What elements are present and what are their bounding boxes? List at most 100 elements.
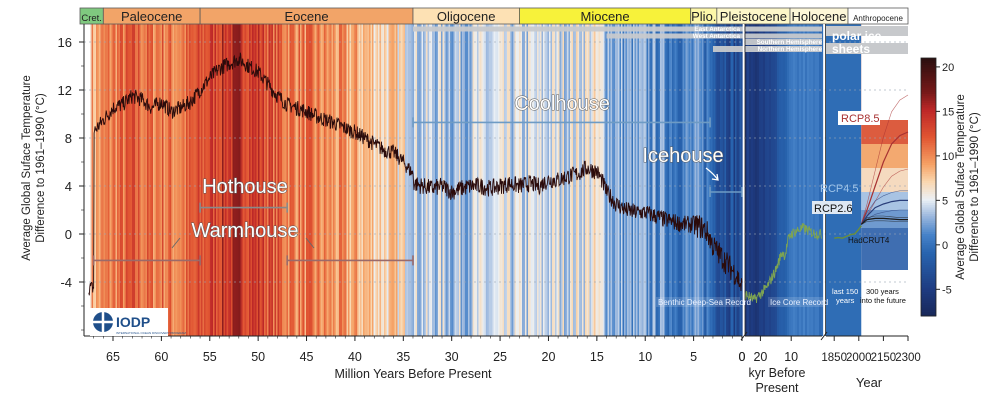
stripe — [657, 24, 659, 336]
stripe — [390, 24, 392, 336]
stripe — [154, 24, 157, 336]
stripe — [295, 24, 298, 336]
stripe — [294, 24, 296, 336]
colorbar-segment — [921, 269, 936, 272]
stripe — [606, 24, 608, 336]
benthic-record-label: Benthic Deep-Sea Record — [658, 298, 751, 307]
colorbar-segment — [921, 244, 936, 248]
colorbar-segment — [921, 160, 936, 163]
colorbar-segment — [921, 169, 936, 172]
stripe — [591, 24, 593, 336]
stripe — [540, 24, 542, 336]
stripe — [636, 24, 638, 336]
stripe — [334, 24, 337, 336]
stripe — [773, 24, 776, 336]
colorbar-segment — [921, 58, 936, 61]
stripe — [498, 24, 500, 336]
stripe — [312, 24, 314, 336]
colorbar-segment — [921, 115, 936, 119]
stripe — [592, 24, 595, 336]
stripe — [384, 24, 386, 336]
stripe — [501, 24, 503, 336]
stripe — [577, 24, 580, 336]
stripe — [495, 24, 497, 336]
stripe — [99, 24, 101, 336]
projection-band — [861, 228, 908, 270]
stripe — [277, 24, 280, 336]
stripe — [681, 24, 683, 336]
stripe — [538, 24, 541, 336]
stripe — [676, 24, 679, 336]
colorbar-segment — [921, 93, 936, 97]
stripe — [400, 24, 403, 336]
colorbar-segment — [921, 293, 936, 297]
stripe — [749, 24, 752, 336]
stripe — [466, 24, 469, 336]
colorbar-segment — [921, 109, 936, 112]
colorbar-segment — [921, 195, 936, 199]
stripe — [385, 24, 388, 336]
last-150-label: years — [836, 296, 855, 305]
stripe — [148, 24, 151, 336]
stripe — [751, 24, 754, 336]
stripe — [276, 24, 278, 336]
colorbar-segment — [921, 126, 936, 130]
colorbar-segment — [921, 175, 936, 179]
colorbar-segment — [921, 80, 936, 83]
stripe — [247, 24, 250, 336]
stripe — [789, 24, 792, 336]
colorbar-segment — [921, 202, 936, 206]
stripe — [259, 24, 262, 336]
stripe — [223, 24, 226, 336]
stripe — [706, 24, 709, 336]
stripe — [609, 24, 611, 336]
stripe — [141, 24, 143, 336]
stripe — [405, 24, 407, 336]
stripe — [306, 24, 308, 336]
stripe — [595, 24, 598, 336]
stripe — [775, 24, 778, 336]
stripe — [436, 24, 439, 336]
x-tick-label: 10 — [638, 350, 652, 364]
colorbar-segment — [921, 240, 936, 244]
stripe — [160, 24, 163, 336]
colorbar-segment — [921, 118, 936, 121]
stripe — [112, 24, 115, 336]
stripe — [157, 24, 160, 336]
stripe — [124, 24, 127, 336]
x-tick-label: 45 — [300, 350, 314, 364]
stripe — [426, 24, 428, 336]
logo-cross-icon — [93, 312, 113, 332]
stripe — [586, 24, 589, 336]
stripe — [496, 24, 499, 336]
colorbar-segment — [921, 229, 936, 232]
rcp85-label-bg — [838, 111, 880, 125]
stripe — [226, 24, 229, 336]
colorbar-segment — [921, 275, 936, 279]
stripe — [502, 24, 505, 336]
stripe — [253, 24, 256, 336]
colorbar-tick-label: 20 — [942, 62, 954, 74]
deep-sea-record-line — [88, 52, 743, 296]
stripe — [747, 24, 750, 336]
stripe — [799, 24, 802, 336]
warmhouse-label: Warmhouse — [191, 220, 298, 242]
colorbar-segment — [921, 291, 936, 295]
ice-sheet-title: sheets — [832, 42, 870, 56]
stripe — [231, 24, 233, 336]
stripe — [397, 24, 400, 336]
stripe — [321, 24, 323, 336]
stripe — [126, 24, 128, 336]
warmhouse-pointer — [305, 237, 315, 249]
stripe — [337, 24, 340, 336]
ice-core-record-label-bg — [768, 297, 823, 307]
projection-line — [860, 199, 908, 225]
stripe — [549, 24, 551, 336]
x-tick-label: 25 — [493, 350, 507, 364]
stripe — [279, 24, 281, 336]
stripe — [408, 24, 410, 336]
x-tick-label: 1850 — [821, 352, 847, 364]
stripe — [364, 24, 367, 336]
stripe — [759, 24, 762, 336]
stripe — [604, 24, 607, 336]
